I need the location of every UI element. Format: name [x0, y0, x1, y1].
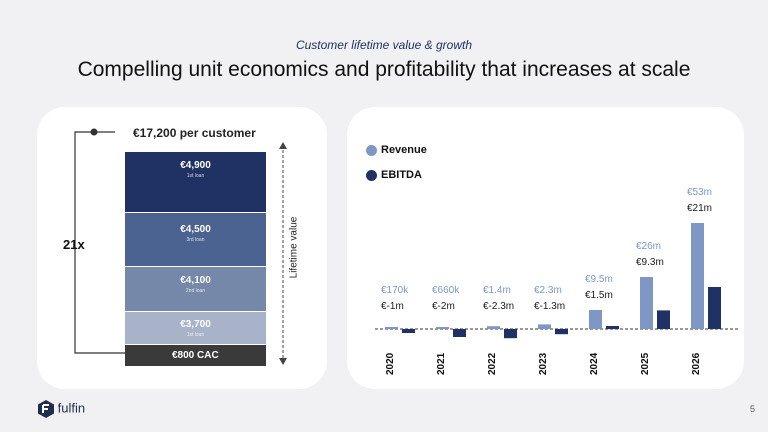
ltv-layer-2: €4,500 3rd loan: [125, 213, 266, 266]
cac-bar: €800 CAC: [125, 345, 266, 366]
ltv-layer-sub: 1st loan: [186, 173, 205, 179]
chart-card: Revenue EBITDA €170k €-1m 2020 €660k €-2m 202…: [347, 107, 744, 389]
ebitda-bar-2026: [708, 287, 721, 329]
ltv-layer-value: €4,900: [180, 160, 211, 171]
ebitda-label-2026: €21m: [687, 203, 713, 214]
ebitda-bar-2022: [504, 329, 517, 339]
revenue-bar-2024: [589, 310, 602, 329]
revenue-ebitda-chart: [375, 223, 739, 339]
revenue-bar-2026: [691, 223, 704, 329]
page-number: 5: [750, 404, 756, 414]
brand-logo: fulfin: [38, 400, 85, 418]
ebitda-label-2023: €-1.3m: [534, 301, 566, 312]
revenue-label-2026: €53m: [687, 187, 713, 198]
year-label-2020: 2020: [385, 352, 396, 375]
revenue-bar-2021: [436, 327, 449, 329]
ltv-layer-value: €3,700: [180, 319, 211, 330]
ebitda-label-2022: €-2.3m: [483, 301, 515, 312]
ltv-layer-sub: 1st loan: [186, 332, 205, 338]
year-label-2021: 2021: [436, 352, 447, 375]
slide-title: Compelling unit economics and profitabil…: [77, 58, 691, 81]
ltv-layer-value: €4,500: [180, 224, 211, 235]
legend-revenue-swatch: [366, 145, 377, 156]
revenue-label-2020: €170k: [381, 285, 409, 296]
revenue-label-2022: €1.4m: [483, 285, 511, 296]
year-label-2026: 2026: [691, 352, 702, 375]
ebitda-bar-2023: [555, 329, 568, 335]
year-label-2025: 2025: [640, 352, 651, 375]
ebitda-bar-2021: [453, 329, 466, 337]
ltv-card: €17,200 per customer 21x €4,900 1st loan…: [37, 107, 327, 389]
revenue-label-2023: €2.3m: [534, 285, 562, 296]
ebitda-label-2020: €-1m: [381, 301, 404, 312]
ltv-layer-sub: 2nd loan: [185, 288, 206, 294]
ebitda-bar-2024: [606, 326, 619, 329]
ebitda-label-2024: €1.5m: [585, 290, 613, 301]
revenue-bar-2023: [538, 324, 551, 329]
year-label-2024: 2024: [589, 352, 600, 375]
slide-subtitle: Customer lifetime value & growth: [295, 38, 473, 52]
revenue-bar-2020: [385, 327, 398, 329]
lifetime-value-axis-label: Lifetime value: [288, 216, 300, 279]
ebitda-bar-2020: [402, 329, 415, 333]
brand-mark-icon: [38, 400, 54, 418]
ltv-layer-4: €3,700 1st loan: [125, 312, 266, 344]
brand-name: fulfin: [57, 400, 86, 416]
ltv-layer-value: €4,100: [180, 275, 211, 286]
ltv-per-customer: €17,200 per customer: [133, 126, 256, 140]
revenue-bar-2025: [640, 277, 653, 329]
ltv-layer-1: €4,900 1st loan: [125, 152, 266, 212]
ltv-layer-3: €4,100 2nd loan: [125, 267, 266, 311]
revenue-bar-2022: [487, 326, 500, 329]
revenue-label-2024: €9.5m: [585, 274, 613, 285]
legend-revenue-label: Revenue: [381, 144, 427, 156]
ebitda-label-2025: €9.3m: [636, 257, 664, 268]
revenue-label-2021: €660k: [432, 285, 460, 296]
legend-ebitda-label: EBITDA: [381, 169, 422, 181]
ebitda-bar-2025: [657, 310, 670, 329]
legend-ebitda: EBITDA: [366, 169, 422, 181]
legend-revenue: Revenue: [366, 144, 427, 156]
ebitda-label-2021: €-2m: [432, 301, 455, 312]
year-label-2022: 2022: [487, 352, 498, 375]
revenue-label-2025: €26m: [636, 241, 662, 252]
year-label-2023: 2023: [538, 352, 549, 375]
ltv-cac-multiple: 21x: [63, 237, 85, 252]
cac-label: €800 CAC: [172, 350, 219, 361]
ltv-layer-sub: 3rd loan: [186, 237, 205, 243]
legend-ebitda-swatch: [366, 170, 377, 181]
